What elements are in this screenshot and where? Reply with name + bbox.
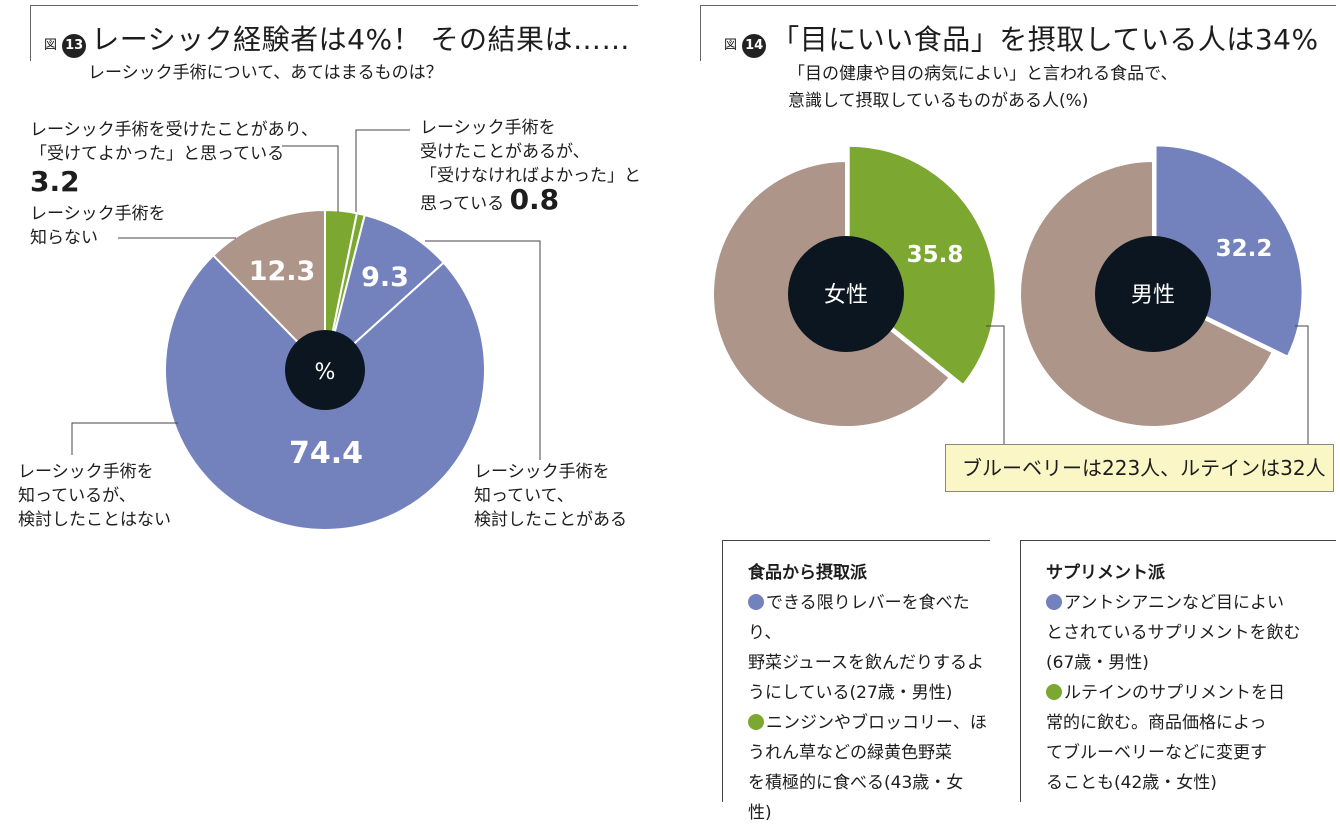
supp-box-item2-text0: ルテインのサプリメントを日 [1064, 683, 1285, 703]
fig14-leader-male [1295, 325, 1309, 444]
fig13-label-regret-value: 0.8 [509, 183, 560, 216]
food-box-item1-text0: できる限りレバーを食べたり、 [748, 593, 970, 643]
fig14-top-rule [700, 5, 1336, 6]
fig14-callout: ブルーベリーは223人、ルテインは32人 [945, 444, 1334, 492]
pie-slice-considered [323, 213, 446, 373]
supp-box-item2-line1: 常的に飲む。商品価格によっ [1046, 713, 1267, 733]
fig14-subtitle-line1: 「目の健康や目の病気によい」と言われる食品で、 [788, 64, 1178, 84]
fig13-label-noconsider-line2: 知っているが、 [18, 486, 136, 506]
supp-box: サプリメント派 アントシアニンなど目によい とされているサプリメントを飲む (6… [1020, 540, 1338, 802]
fig13-badge: 13 [62, 34, 87, 58]
fig13-label-regret-line2: 受けたことがあるが、 [420, 142, 590, 162]
supp-box-content: サプリメント派 アントシアニンなど目によい とされているサプリメントを飲む (6… [1046, 558, 1336, 798]
fig13-value-label-unknown: 12.3 [249, 256, 316, 287]
fig13-label-unknown: レーシック手術を 知らない [30, 202, 166, 250]
fig13-label-regret-line4: 思っている [420, 194, 505, 214]
fig13-value-label-noconsider: 74.4 [289, 436, 363, 471]
fig13-top-rule [30, 5, 638, 6]
fig14-title-row: 図 14 「目にいい食品」を摂取している人は34% [724, 18, 1319, 58]
fig14-male-center-disc [1095, 236, 1211, 352]
food-box-item1-line0: できる限りレバーを食べたり、 [748, 588, 992, 648]
fig14-fig-word: 図 [724, 38, 738, 53]
fig14-leader-female [986, 325, 1005, 444]
fig14-male-center-label: 男性 [1131, 283, 1175, 308]
food-box-heading: 食品から摂取派 [748, 563, 867, 583]
fig13-center-disc [285, 330, 365, 410]
fig13-leader-regret [355, 129, 410, 212]
supp-box-left-rule [1020, 540, 1021, 802]
supp-box-item1-line1: とされているサプリメントを飲む [1046, 623, 1301, 643]
supp-box-item2-line3: ることも(42歳・女性) [1046, 773, 1217, 793]
fig13-label-noconsider-line3: 検討したことはない [18, 510, 171, 530]
food-box-item2-dot [748, 714, 764, 730]
supp-box-item1-line0: アントシアニンなど目によい [1046, 588, 1336, 618]
fig14-female-value-label: 35.8 [907, 242, 964, 268]
food-box-item2-line0: ニンジンやブロッコリー、ほ [748, 708, 992, 738]
fig13-label-unknown-line1: レーシック手術を [30, 204, 166, 224]
food-box-left-rule [722, 540, 723, 802]
fig13-label-noconsider: レーシック手術を 知っているが、 検討したことはない [18, 460, 171, 532]
fig13-label-regret-line3: 「受けなければよかった」と [420, 166, 641, 186]
food-box-item2: ニンジンやブロッコリー、ほ うれん草などの緑黄色野菜 を積極的に食べる(43歳・… [748, 708, 992, 828]
food-box-item1: できる限りレバーを食べたり、 野菜ジュースを飲んだりするよ うにしている(27歳… [748, 588, 992, 708]
food-box-item2-text0: ニンジンやブロッコリー、ほ [766, 713, 987, 733]
pie-slice-unknown [211, 208, 326, 373]
fig13-label-good: レーシック手術を受けたことがあり、 「受けてよかった」と思っている 3.2 [30, 118, 318, 198]
fig14-badge: 14 [742, 34, 767, 58]
supp-box-item2: ルテインのサプリメントを日 常的に飲む。商品価格によっ てブルーベリーなどに変更… [1046, 678, 1336, 798]
fig14-male-value-label: 32.2 [1216, 236, 1273, 262]
food-box-item2-line3: 性) [748, 803, 772, 823]
fig13-label-considered-line2: 知っていて、 [474, 486, 574, 506]
fig13-center-label: % [315, 360, 336, 385]
fig14-subtitle: 「目の健康や目の病気によい」と言われる食品で、 意識して摂取しているものがある人… [788, 61, 1177, 115]
food-box-item1-line1: 野菜ジュースを飲んだりするよ [748, 653, 984, 673]
fig14-subtitle-line2: 意識して摂取しているものがある人(%) [788, 91, 1089, 111]
fig14-left-rule [700, 5, 701, 61]
food-box: 食品から摂取派 できる限りレバーを食べたり、 野菜ジュースを飲んだりするよ うに… [722, 540, 992, 823]
fig14-pie-charts: 女性 男性 35.8 32.2 [712, 144, 1309, 444]
fig13-label-good-line1: レーシック手術を受けたことがあり、 [30, 120, 318, 140]
supp-box-item1-line2: (67歳・男性) [1046, 653, 1149, 673]
fig13-label-good-line2: 「受けてよかった」と思っている [30, 144, 285, 164]
supp-box-item2-dot [1046, 684, 1062, 700]
fig13-pie-chart: % 12.3 9.3 74.4 [71, 129, 541, 531]
supp-box-item1: アントシアニンなど目によい とされているサプリメントを飲む (67歳・男性) [1046, 588, 1336, 678]
fig13-title: レーシック経験者は4%！ その結果は…… [91, 23, 630, 56]
fig13-fig-word: 図 [44, 38, 58, 53]
supp-box-heading: サプリメント派 [1046, 563, 1165, 583]
fig13-value-label-considered: 9.3 [361, 262, 409, 293]
fig13-label-regret: レーシック手術を 受けたことがあるが、 「受けなければよかった」と 思っている … [420, 116, 641, 216]
food-box-top-rule [722, 540, 990, 541]
food-box-item2-line2: を積極的に食べる(43歳・女 [748, 773, 964, 793]
food-box-item1-dot [748, 594, 764, 610]
food-box-item2-line1: うれん草などの緑黄色野菜 [748, 743, 952, 763]
supp-box-item2-line2: てブルーベリーなどに変更す [1046, 743, 1267, 763]
fig13-title-row: 図 13 レーシック経験者は4%！ その結果は…… [44, 18, 630, 58]
supp-box-top-rule [1020, 540, 1336, 541]
fig13-leader-good [282, 145, 339, 212]
fig14-female-center-label: 女性 [824, 283, 868, 308]
supp-box-item1-text0: アントシアニンなど目によい [1064, 593, 1284, 613]
supp-box-item2-line0: ルテインのサプリメントを日 [1046, 678, 1336, 708]
fig13-label-regret-line4-row: 思っている 0.8 [420, 186, 641, 216]
fig13-label-considered-line1: レーシック手術を [474, 462, 610, 482]
fig14-female-center-disc [788, 236, 904, 352]
food-box-item1-line2: うにしている(27歳・男性) [748, 683, 953, 703]
fig13-label-unknown-line2: 知らない [30, 228, 98, 248]
fig13-label-regret-line1: レーシック手術を [420, 118, 556, 138]
fig13-label-noconsider-line1: レーシック手術を [18, 462, 154, 482]
fig13-left-rule [30, 5, 31, 61]
fig13-label-considered-line3: 検討したことがある [474, 510, 627, 530]
supp-box-item1-dot [1046, 594, 1062, 610]
fig13-label-considered: レーシック手術を 知っていて、 検討したことがある [474, 460, 627, 532]
fig13-subtitle: レーシック手術について、あてはまるものは？ [88, 63, 443, 83]
fig14-title: 「目にいい食品」を摂取している人は34% [771, 23, 1319, 56]
fig13-leader-noconsider [71, 422, 178, 455]
fig13-leader-considered [425, 240, 541, 460]
food-box-content: 食品から摂取派 できる限りレバーを食べたり、 野菜ジュースを飲んだりするよ うに… [748, 558, 992, 828]
pie-slice-female [847, 144, 997, 387]
fig13-label-good-value: 3.2 [30, 165, 80, 198]
